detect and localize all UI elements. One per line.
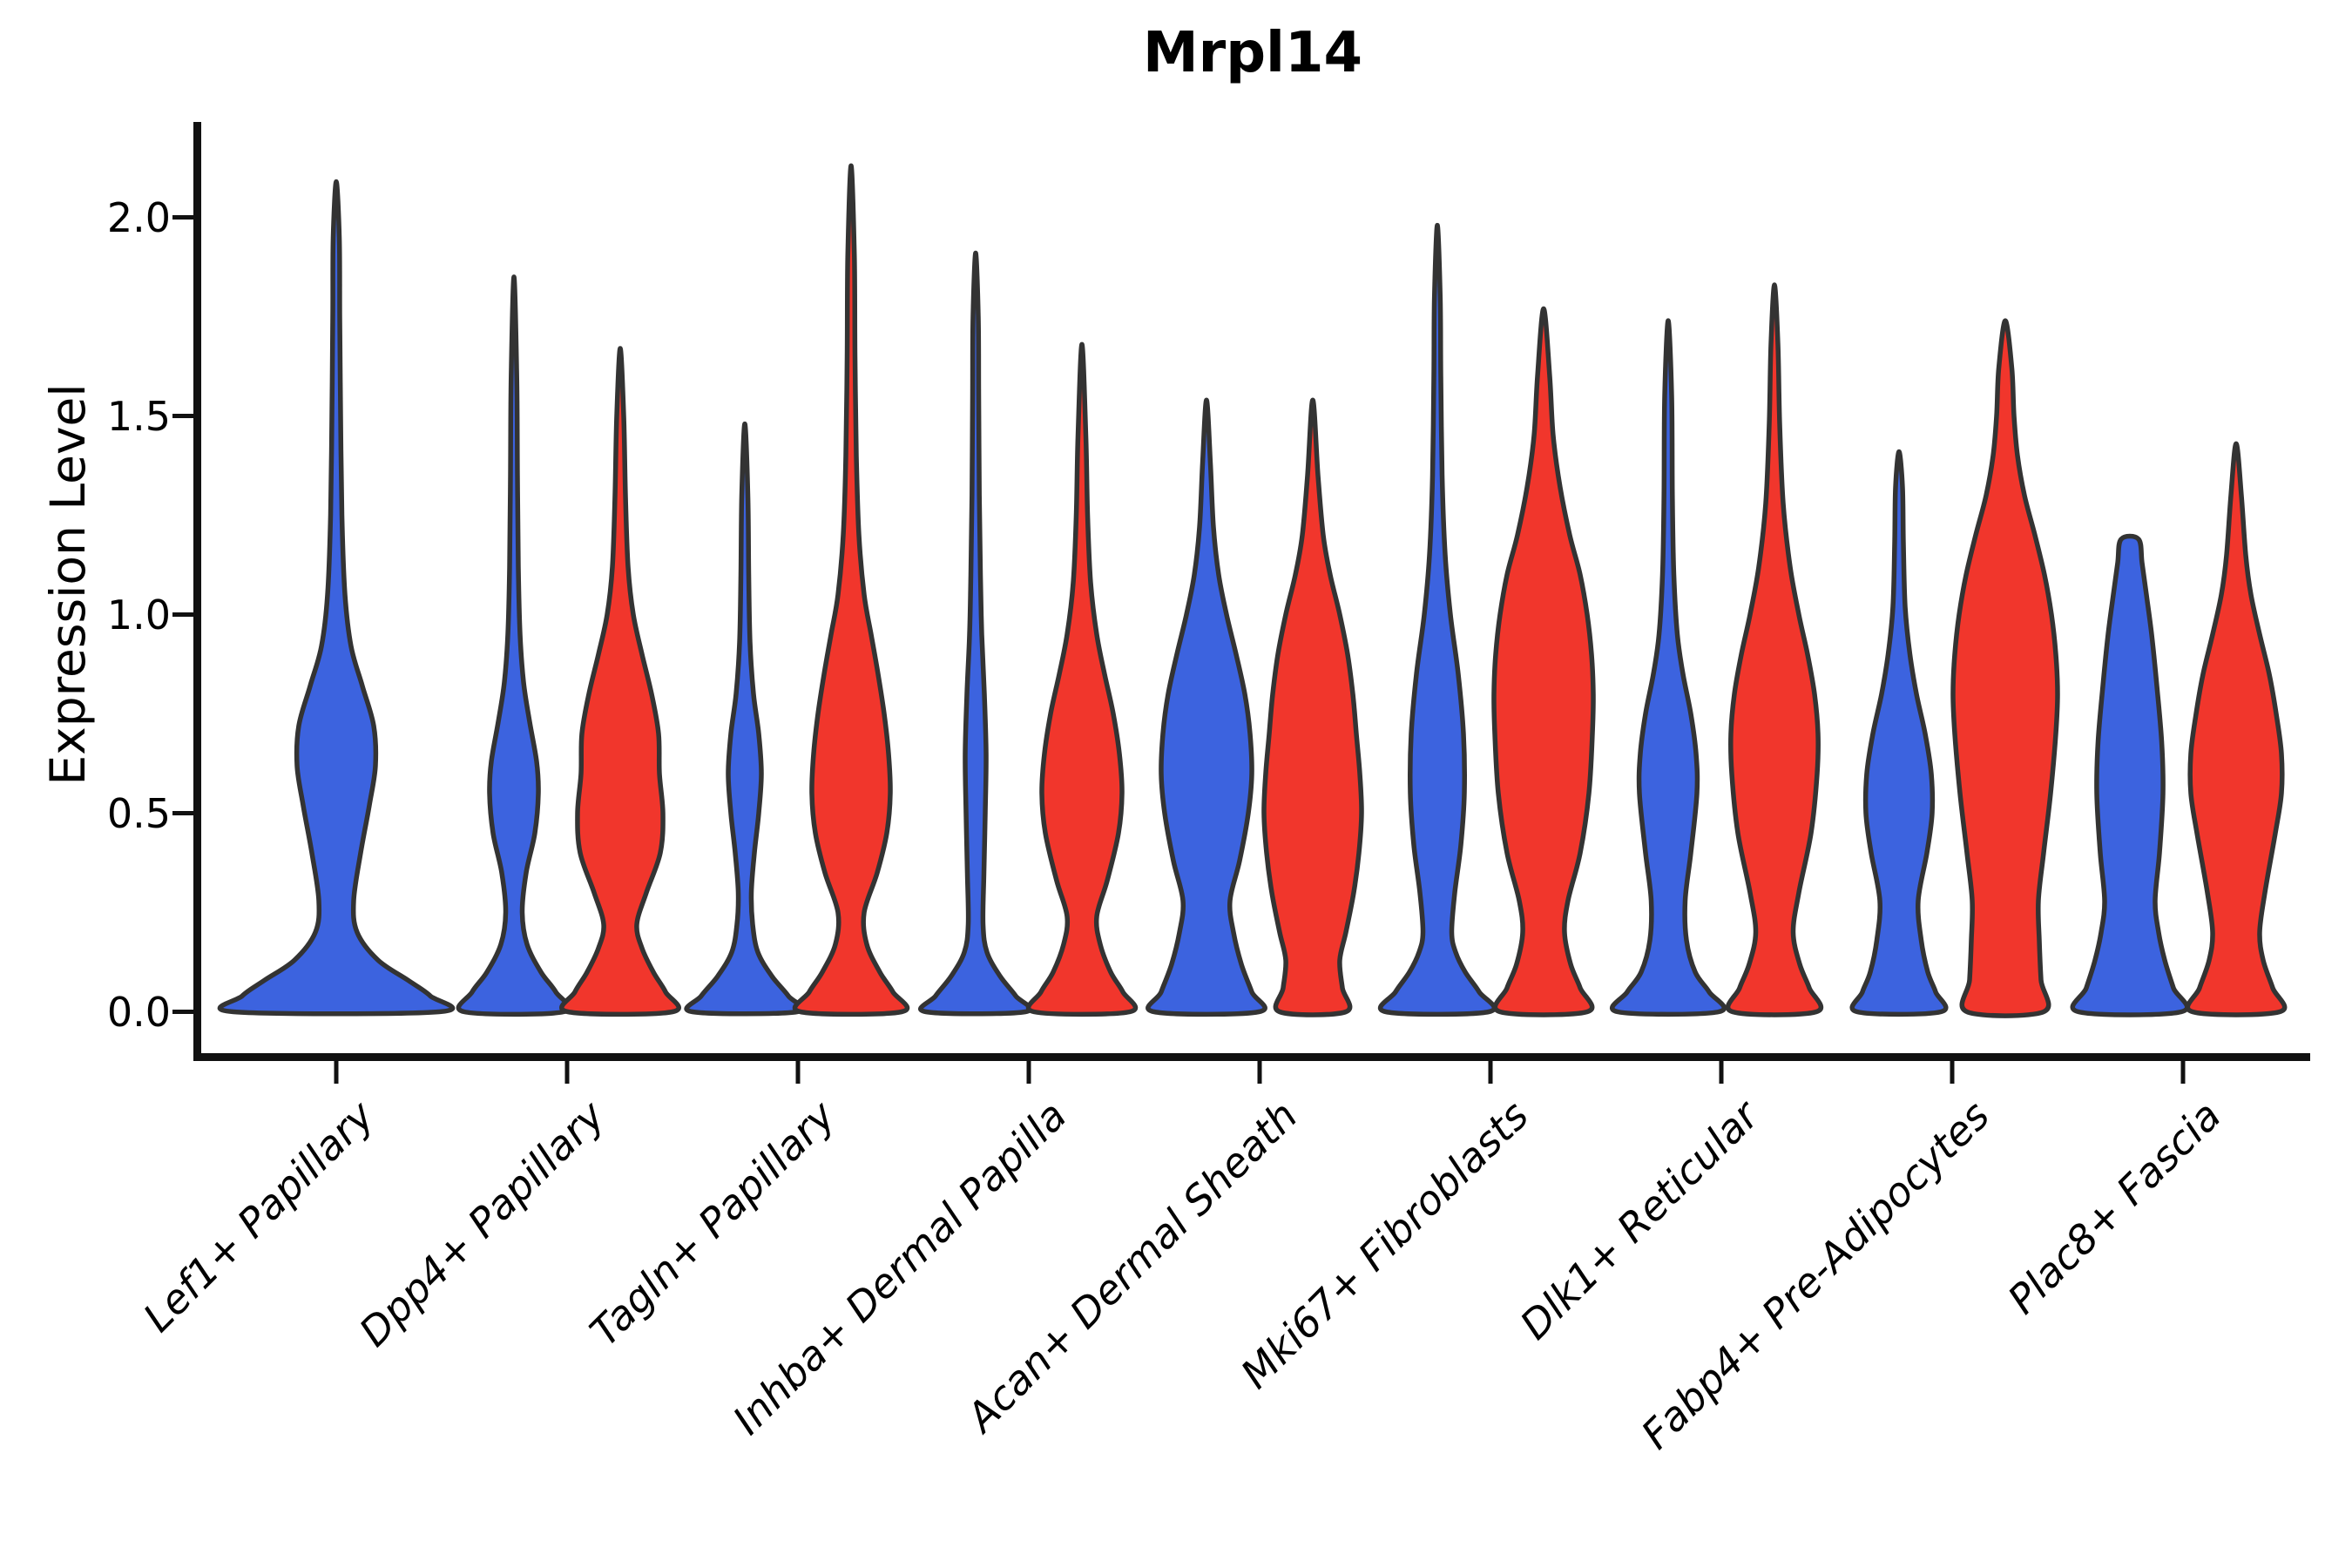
- x-tick-mark: [1026, 1061, 1031, 1084]
- y-tick-mark: [172, 612, 193, 617]
- y-tick-mark: [172, 811, 193, 815]
- violin-fabp4-pre-adipocytes-right: [1950, 318, 2060, 1018]
- x-tick-mark: [2180, 1061, 2186, 1084]
- y-tick-label-0.5: 0.5: [106, 789, 171, 837]
- y-tick-label-0.0: 0.0: [106, 988, 171, 1036]
- violin-dlk1-reticular-left: [1609, 318, 1727, 1017]
- violin-dlk1-reticular-right: [1725, 282, 1824, 1017]
- violin-dpp4-papillary-left: [456, 274, 572, 1017]
- x-tick-mark: [795, 1061, 801, 1084]
- x-tick-mark: [564, 1061, 570, 1084]
- violin-plac8-fascia-right: [2185, 441, 2288, 1017]
- chart-title: Mrpl14: [1142, 21, 1363, 85]
- x-tick-mark: [1950, 1061, 1955, 1084]
- violin-tagln-papillary-right: [792, 163, 910, 1017]
- y-tick-mark: [172, 1010, 193, 1014]
- x-tick-mark: [1488, 1061, 1493, 1084]
- y-tick-label-1.0: 1.0: [106, 591, 171, 639]
- y-tick-mark: [172, 215, 193, 220]
- violin-dpp4-papillary-right: [559, 346, 681, 1017]
- violin-inhba-dermal-papilla-right: [1025, 341, 1139, 1017]
- violin-tagln-papillary-left: [684, 421, 806, 1017]
- y-tick-mark: [172, 414, 193, 418]
- x-tick-mark: [1257, 1061, 1262, 1084]
- violin-fabp4-pre-adipocytes-left: [1849, 449, 1949, 1017]
- violin-mki67-fibroblasts-left: [1377, 222, 1497, 1017]
- x-tick-mark: [334, 1061, 339, 1084]
- y-tick-label-1.5: 1.5: [106, 392, 171, 440]
- y-tick-label-2.0: 2.0: [106, 193, 171, 241]
- violin-lef1-papillary-single: [217, 179, 456, 1017]
- y-axis-spine: [193, 122, 201, 1061]
- violin-mki67-fibroblasts-right: [1491, 306, 1596, 1017]
- violin-acan-dermal-sheath-left: [1146, 397, 1267, 1017]
- x-tick-mark: [1719, 1061, 1724, 1084]
- violin-acan-dermal-sheath-right: [1261, 397, 1364, 1017]
- violin-inhba-dermal-papilla-left: [918, 250, 1033, 1017]
- violin-plac8-fascia-left: [2070, 533, 2190, 1017]
- x-axis-spine: [193, 1053, 2310, 1061]
